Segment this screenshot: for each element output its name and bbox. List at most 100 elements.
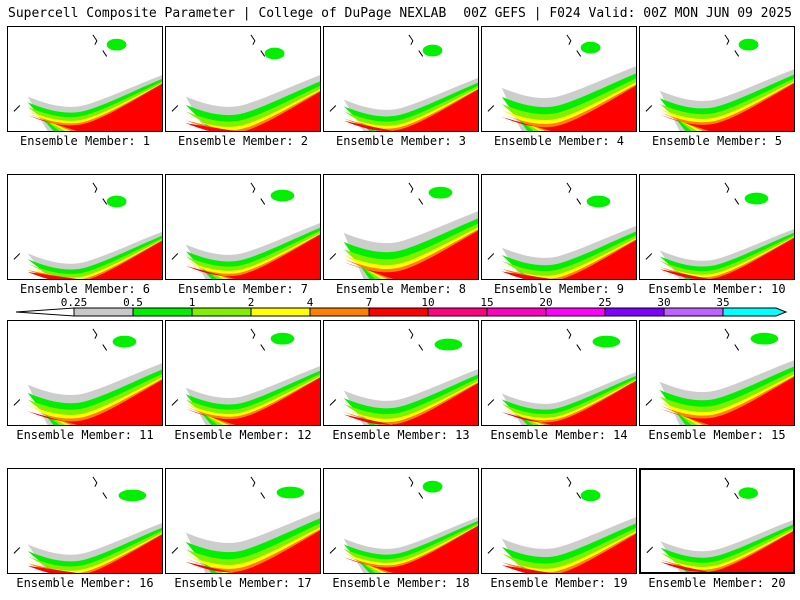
coastline-mark <box>576 198 582 205</box>
coastline-mark <box>408 182 414 193</box>
ensemble-member-label: Ensemble Member: 11 <box>16 428 154 442</box>
ensemble-panel[interactable] <box>323 468 479 574</box>
colorbar-tick-label: 35 <box>716 296 730 309</box>
parameter-contour-5 <box>185 377 320 425</box>
colorbar-min-arrow <box>15 307 75 317</box>
colorbar-tick-label: 0.5 <box>123 296 143 309</box>
ensemble-panel[interactable] <box>481 174 637 280</box>
coastline-mark <box>645 399 653 406</box>
coastline-mark <box>250 476 256 487</box>
parameter-contour-5 <box>343 525 478 573</box>
coastline-mark <box>724 328 730 339</box>
parameter-contour-5 <box>501 240 636 279</box>
ensemble-panel[interactable] <box>165 174 321 280</box>
secondary-field-blob <box>112 335 137 348</box>
coastline-mark <box>13 547 21 554</box>
coastline-mark <box>171 253 179 260</box>
coastline-mark <box>734 198 740 205</box>
parameter-field-map <box>329 328 478 425</box>
secondary-field-blob <box>592 335 621 348</box>
colorbar-segment <box>545 307 606 317</box>
ensemble-panel[interactable] <box>639 174 795 280</box>
parameter-field-map <box>487 476 636 573</box>
ensemble-panel[interactable] <box>7 174 163 280</box>
secondary-field-blob <box>270 332 295 345</box>
colorbar-tick-label: 2 <box>247 296 255 309</box>
coastline-mark <box>92 476 98 487</box>
colorbar-segment <box>427 307 488 317</box>
colorbar-tick-label: 7 <box>365 296 373 309</box>
ensemble-panel[interactable] <box>481 320 637 426</box>
parameter-field-map <box>13 476 162 573</box>
ensemble-panel[interactable] <box>165 320 321 426</box>
ensemble-member-label: Ensemble Member: 7 <box>177 282 309 296</box>
coastline-mark <box>13 105 21 112</box>
parameter-field-map <box>171 328 320 425</box>
parameter-contour-5 <box>659 376 794 425</box>
ensemble-panel[interactable] <box>323 320 479 426</box>
coastline-mark <box>566 476 572 487</box>
parameter-field-map <box>13 328 162 425</box>
parameter-field-map <box>487 34 636 131</box>
ensemble-panel[interactable] <box>7 26 163 132</box>
parameter-contour-5 <box>343 230 478 279</box>
parameter-contour-5 <box>660 531 793 572</box>
parameter-field-map <box>645 328 794 425</box>
parameter-contour-5 <box>501 533 636 573</box>
parameter-contour-5 <box>343 89 478 131</box>
colorbar-segment <box>309 307 370 317</box>
secondary-field-blob <box>106 195 127 208</box>
coastline-mark <box>724 477 730 488</box>
coastline-mark <box>487 253 495 260</box>
ensemble-member-label: Ensemble Member: 3 <box>335 134 467 148</box>
ensemble-panel[interactable] <box>7 468 163 574</box>
parameter-field-map <box>487 328 636 425</box>
coastline-mark <box>329 105 337 112</box>
ensemble-member-label: Ensemble Member: 6 <box>19 282 151 296</box>
parameter-field-map <box>645 182 794 279</box>
coastline-mark <box>418 198 424 205</box>
coastline-mark <box>13 253 21 260</box>
colorbar-segment <box>191 307 252 317</box>
colorbar-tick-label: 20 <box>539 296 553 309</box>
coastline-mark <box>724 182 730 193</box>
coastline-mark <box>645 253 653 260</box>
coastline-mark <box>566 182 572 193</box>
ensemble-panel[interactable] <box>481 26 637 132</box>
parameter-field-map <box>329 182 478 279</box>
parameter-contour-5 <box>185 91 320 131</box>
coastline-mark <box>487 547 495 554</box>
ensemble-panel[interactable] <box>639 26 795 132</box>
ensemble-panel[interactable] <box>165 26 321 132</box>
parameter-field-map <box>645 34 794 131</box>
colorbar-tick-label: 15 <box>480 296 494 309</box>
colorbar-segment <box>73 307 134 317</box>
parameter-contour-5 <box>659 83 794 131</box>
coastline-mark <box>260 50 266 57</box>
parameter-field-map <box>646 477 793 572</box>
parameter-contour-5 <box>27 379 162 425</box>
ensemble-panel[interactable] <box>639 320 795 426</box>
ensemble-panel[interactable] <box>323 26 479 132</box>
map-title: Supercell Composite Parameter | College … <box>8 6 447 21</box>
ensemble-panel[interactable] <box>323 174 479 280</box>
coastline-mark <box>724 34 730 45</box>
ensemble-member-label: Ensemble Member: 5 <box>651 134 783 148</box>
coastline-mark <box>487 105 495 112</box>
ensemble-panel[interactable] <box>481 468 637 574</box>
ensemble-panel[interactable] <box>165 468 321 574</box>
ensemble-panel[interactable] <box>639 468 795 574</box>
parameter-field-map <box>13 182 162 279</box>
ensemble-member-label: Ensemble Member: 12 <box>174 428 312 442</box>
colorbar-segment <box>132 307 193 317</box>
coastline-mark <box>734 344 740 351</box>
ensemble-member-label: Ensemble Member: 18 <box>332 576 470 590</box>
parameter-field-map <box>171 182 320 279</box>
parameter-contour-5 <box>343 383 478 425</box>
ensemble-panel[interactable] <box>7 320 163 426</box>
secondary-field-blob <box>422 44 443 57</box>
coastline-mark <box>408 328 414 339</box>
secondary-field-blob <box>580 489 601 502</box>
colorbar-tick-label: 25 <box>598 296 612 309</box>
colorbar-tick-label: 10 <box>421 296 435 309</box>
